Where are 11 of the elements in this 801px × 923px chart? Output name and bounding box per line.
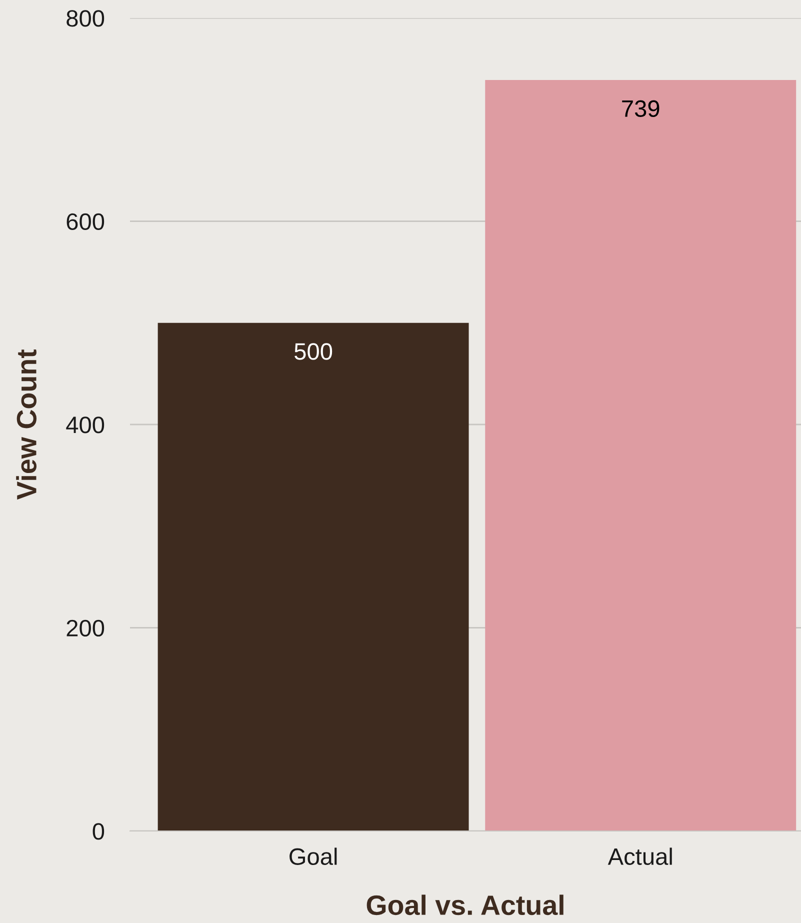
x-tick-label: Goal — [290, 848, 337, 866]
x-tick-label: Actual — [608, 848, 672, 866]
y-tick-label: 200 — [66, 620, 104, 637]
data-label: 739 — [622, 100, 660, 117]
y-tick-label: 600 — [66, 213, 104, 230]
y-tick-label: 400 — [66, 416, 104, 434]
data-label: 500 — [294, 343, 332, 360]
x-axis-title: Goal vs. Actual — [366, 894, 564, 916]
y-tick-label: 0 — [92, 823, 104, 840]
y-axis-title: View Count — [16, 349, 37, 500]
y-tick-label: 800 — [66, 10, 104, 27]
